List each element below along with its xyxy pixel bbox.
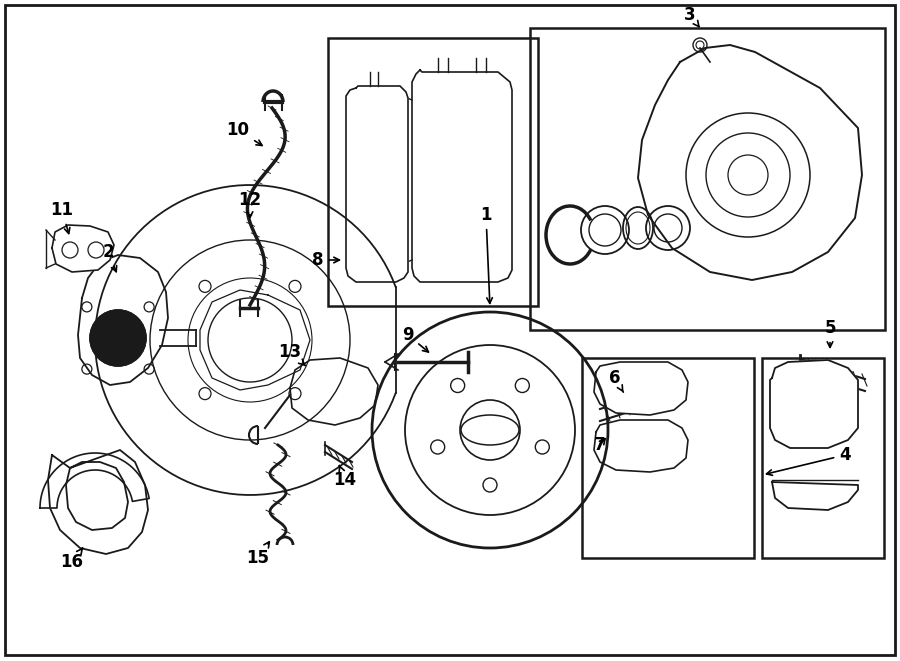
Polygon shape [770,360,858,448]
Text: 11: 11 [50,201,74,233]
Polygon shape [290,358,378,425]
Bar [762,358,884,558]
Text: 12: 12 [238,191,262,217]
Text: 10: 10 [227,121,262,145]
Text: 13: 13 [278,343,305,366]
Polygon shape [346,86,408,282]
Text: 2: 2 [103,243,117,272]
Text: 16: 16 [60,548,84,571]
Text: 6: 6 [609,369,624,392]
Polygon shape [52,225,114,272]
Text: 4: 4 [767,446,850,475]
Bar [582,358,754,558]
Polygon shape [78,255,168,385]
Text: 9: 9 [402,326,428,352]
Text: 5: 5 [824,319,836,348]
Text: 8: 8 [312,251,339,269]
Text: 1: 1 [481,206,492,303]
Polygon shape [638,45,862,280]
Text: 14: 14 [333,465,356,489]
Polygon shape [594,420,688,472]
Polygon shape [48,450,148,554]
Text: 15: 15 [247,542,269,567]
Polygon shape [40,453,149,508]
Circle shape [90,310,146,366]
Polygon shape [412,70,512,282]
Polygon shape [772,482,858,510]
Polygon shape [594,362,688,415]
Bar [328,38,538,306]
Bar [530,28,885,330]
Text: 3: 3 [684,6,699,26]
Text: 7: 7 [594,436,606,454]
